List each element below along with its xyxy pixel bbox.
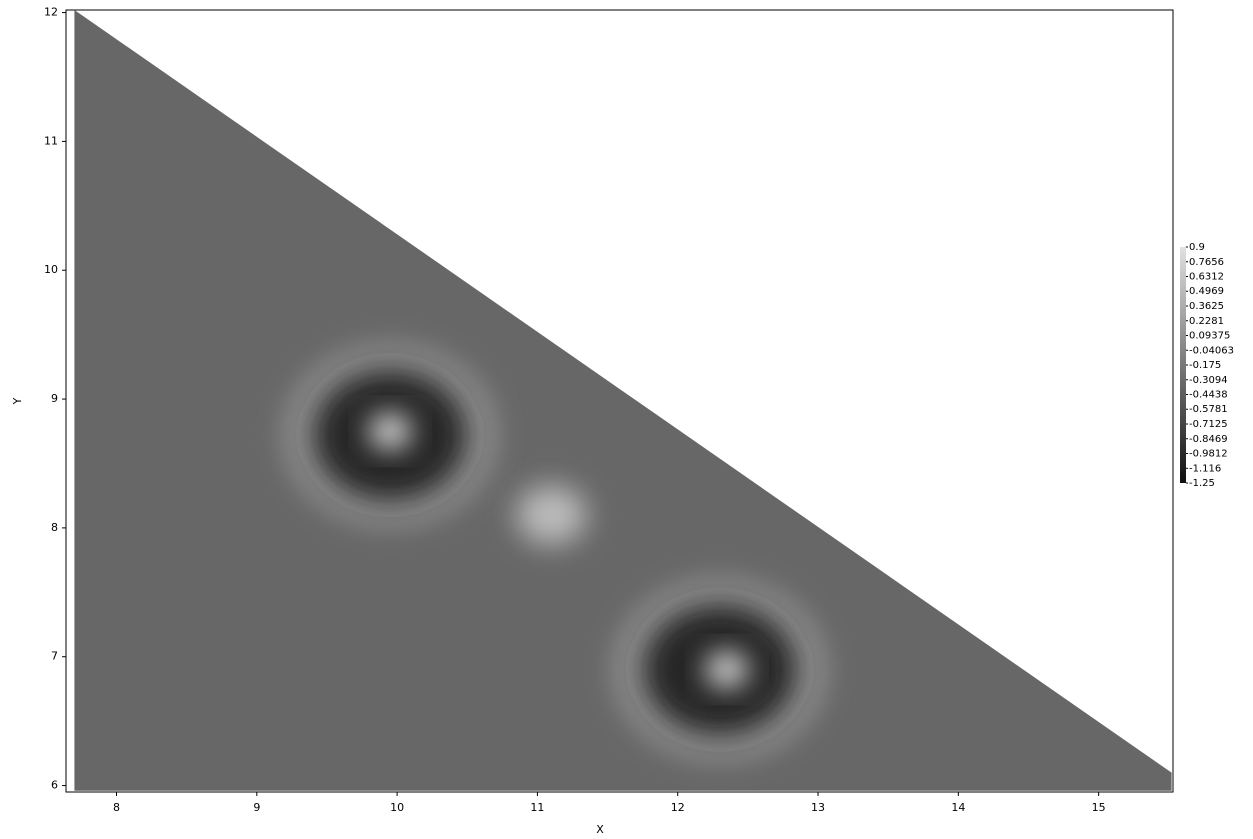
colorbar-scale bbox=[1180, 247, 1186, 483]
colorbar-tick-label: 0.6312 bbox=[1189, 272, 1224, 283]
colorbar-tick-label: -0.3094 bbox=[1189, 375, 1228, 386]
x-tick-label: 12 bbox=[671, 801, 685, 814]
colorbar-tick-label: -0.04063 bbox=[1189, 345, 1234, 356]
y-tick-label: 8 bbox=[51, 521, 58, 534]
colorbar-tick-label: 0.9 bbox=[1189, 242, 1205, 253]
x-tick-label: 14 bbox=[951, 801, 965, 814]
x-tick-label: 13 bbox=[811, 801, 825, 814]
x-axis-label: X bbox=[596, 823, 604, 836]
colorbar-tick-label: 0.2281 bbox=[1189, 316, 1224, 327]
colorbar-tick-label: -0.7125 bbox=[1189, 419, 1228, 430]
y-tick-label: 10 bbox=[44, 263, 58, 276]
y-tick-label: 11 bbox=[44, 134, 58, 147]
colorbar-tick-label: 0.09375 bbox=[1189, 331, 1230, 342]
colorbar-tick-label: -0.8469 bbox=[1189, 434, 1228, 445]
colorbar-tick-label: -0.4438 bbox=[1189, 390, 1228, 401]
field-region bbox=[74, 10, 1172, 791]
x-tick-label: 10 bbox=[390, 801, 404, 814]
y-tick-label: 12 bbox=[44, 6, 58, 19]
field-features bbox=[284, 345, 826, 760]
field-blob bbox=[369, 413, 412, 450]
y-tick-label: 9 bbox=[51, 392, 58, 405]
colorbar-tick-label: -0.175 bbox=[1189, 360, 1221, 371]
x-tick-label: 15 bbox=[1092, 801, 1106, 814]
colorbar-tick-label: 0.3625 bbox=[1189, 301, 1224, 312]
field-blob bbox=[705, 651, 748, 688]
colorbar-tick-label: 0.7656 bbox=[1189, 257, 1224, 268]
colorbar-tick-label: -0.9812 bbox=[1189, 448, 1228, 459]
field-blob bbox=[516, 485, 587, 545]
x-tick-label: 8 bbox=[113, 801, 120, 814]
colorbar-tick-label: -1.25 bbox=[1189, 478, 1215, 489]
y-tick-label: 6 bbox=[51, 779, 58, 792]
y-axis-label: Y bbox=[11, 397, 24, 405]
colorbar-tick-label: -0.5781 bbox=[1189, 404, 1228, 415]
colorbar: 0.9 0.7656 0.6312 0.4969 0.3625 0.2281 0.09375… bbox=[1180, 242, 1234, 489]
colorbar-tick-label: -1.116 bbox=[1189, 463, 1221, 474]
colorbar-tick-label: 0.4969 bbox=[1189, 286, 1224, 297]
x-tick-label: 9 bbox=[253, 801, 260, 814]
x-tick-label: 11 bbox=[530, 801, 544, 814]
y-tick-label: 7 bbox=[51, 650, 58, 663]
